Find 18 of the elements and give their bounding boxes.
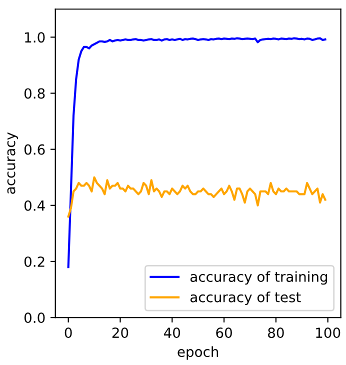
x-tick-label: 100 bbox=[316, 328, 340, 338]
y-axis-title: accuracy bbox=[7, 132, 18, 194]
x-tick-label: 60 bbox=[216, 328, 232, 338]
legend-label: accuracy of test bbox=[190, 292, 301, 306]
line-series bbox=[67, 176, 326, 218]
line-series bbox=[67, 37, 326, 268]
y-tick-label: 0.0 bbox=[24, 312, 45, 324]
x-tick-label: 20 bbox=[112, 328, 128, 338]
legend-label: accuracy of training bbox=[190, 271, 328, 285]
y-tick-label: 1.0 bbox=[25, 32, 45, 43]
x-tick-label: 80 bbox=[268, 328, 284, 338]
y-tick-label: 0.6 bbox=[24, 144, 45, 155]
y-tick-label: 0.2 bbox=[24, 256, 44, 267]
x-axis-title: epoch bbox=[178, 346, 218, 360]
y-tick-label: 0.8 bbox=[24, 88, 45, 99]
x-tick-label: 40 bbox=[164, 328, 180, 338]
x-tick-label: 0 bbox=[64, 328, 72, 338]
y-tick-label: 0.4 bbox=[24, 200, 45, 211]
